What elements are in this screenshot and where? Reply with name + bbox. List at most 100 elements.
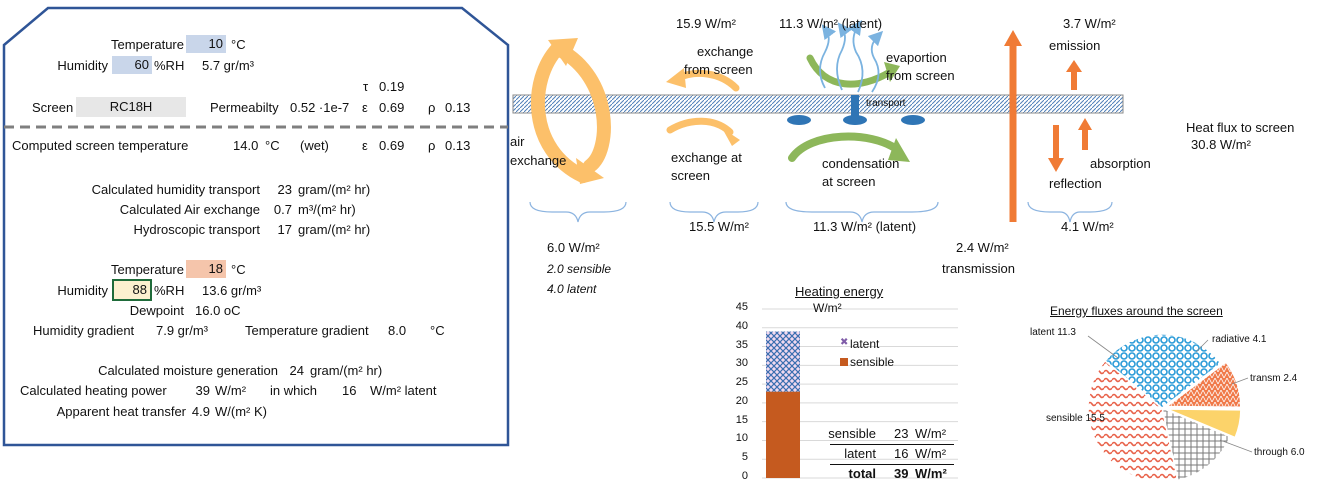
- evaporation-l1: evaportion: [886, 50, 947, 65]
- condensation-l2: at screen: [822, 174, 876, 189]
- exchange-bottom: 15.5 W/m²: [689, 219, 749, 234]
- inside-temp-unit: °C: [231, 262, 246, 277]
- air-latent: 4.0 latent: [547, 282, 597, 296]
- moist-unit: gram/(m² hr): [310, 363, 383, 378]
- emission-value: 3.7 W/m²: [1063, 16, 1116, 31]
- inside-abs-hum: 13.6 gr/m³: [202, 283, 262, 298]
- droplet: [787, 115, 811, 125]
- left-panel-border: [2, 6, 510, 447]
- apparent-unit: W/(m² K): [215, 404, 267, 419]
- transmission-label: transmission: [942, 261, 1015, 276]
- screen-bar: [512, 94, 1124, 114]
- air-sensible: 2.0 sensible: [547, 262, 612, 276]
- transport-value: 23: [277, 182, 292, 197]
- summary-total-label: total: [848, 466, 876, 481]
- droplet: [843, 115, 867, 125]
- bar-segment-sensible: [766, 391, 800, 478]
- computed-wet: (wet): [300, 138, 329, 153]
- inside-temp-value[interactable]: 18: [186, 260, 226, 278]
- rho-label: ρ: [428, 100, 436, 115]
- summary-underline: [830, 464, 954, 465]
- air-exchange-label: Calculated Air exchange: [119, 202, 260, 217]
- latent-value: 16: [342, 383, 357, 398]
- outside-hum-value[interactable]: 60: [112, 56, 152, 74]
- moist-label: Calculated moisture generation: [98, 363, 278, 378]
- outside-temp-label: Temperature: [111, 37, 184, 52]
- y-tick-label: 10: [735, 432, 748, 445]
- computed-rho-value: 0.13: [445, 138, 471, 153]
- perm-label: Permeabilty: [210, 100, 279, 115]
- evaporation-arrow: [806, 54, 894, 88]
- vapor-arrow: [836, 22, 853, 91]
- air-exchange-value: 0.7: [273, 202, 292, 217]
- computed-rho-label: ρ: [428, 138, 436, 153]
- inside-hum-unit: %RH: [154, 283, 185, 298]
- dewpoint-value: 16.0 oC: [195, 303, 241, 318]
- apparent-value: 4.9: [191, 404, 210, 419]
- outside-abs-hum: 5.7 gr/m³: [202, 58, 255, 73]
- pie-leader-line: [1231, 377, 1249, 385]
- transport-unit: gram/(m² hr): [298, 182, 371, 197]
- computed-temp-unit: °C: [265, 138, 280, 153]
- tgrad-label: Temperature gradient: [245, 323, 369, 338]
- eps-value: 0.69: [379, 100, 405, 115]
- pie-label-through: through 6.0: [1254, 447, 1305, 458]
- vapor-arrow: [819, 24, 837, 89]
- inside-hum-value[interactable]: 88: [112, 279, 152, 301]
- brace: [669, 201, 759, 223]
- pie-label-latent: latent 11.3: [1030, 327, 1076, 338]
- pie-label-radiative: radiative 4.1: [1212, 334, 1267, 345]
- hgrad-label: Humidity gradient: [33, 323, 135, 338]
- rho-value: 0.13: [445, 100, 471, 115]
- y-tick-label: 40: [735, 319, 748, 332]
- y-tick-label: 35: [735, 338, 748, 351]
- brace: [785, 201, 939, 223]
- summary-total-value: 39: [894, 466, 909, 481]
- legend-latent-label: latent: [850, 337, 880, 351]
- transport-label: Calculated humidity transport: [91, 182, 260, 197]
- summary-latent-unit: W/m²: [915, 446, 947, 461]
- transport-label: transport: [866, 98, 906, 109]
- bar-chart-ylabel: W/m²: [813, 301, 842, 315]
- y-tick-label: 30: [735, 357, 748, 370]
- summary-sensible-label: sensible: [828, 426, 876, 441]
- air-exchange-arrow: [530, 41, 590, 183]
- hydroscopic-label: Hydroscopic transport: [133, 222, 260, 237]
- screen-value[interactable]: RC18H: [76, 97, 186, 117]
- tau-value: 0.19: [379, 79, 405, 94]
- heat-flux-value: 30.8 W/m²: [1191, 137, 1251, 152]
- dewpoint-label: Dewpoint: [129, 303, 184, 318]
- outside-temp-value[interactable]: 10: [186, 35, 226, 53]
- absorption-label: absorption: [1090, 156, 1151, 171]
- y-tick-label: 25: [735, 376, 748, 389]
- legend-sensible-swatch: [840, 358, 848, 366]
- brace: [1027, 201, 1113, 223]
- reflection-label: reflection: [1049, 176, 1102, 191]
- latent-unit: W/m² latent: [370, 383, 437, 398]
- eps-label: ε: [362, 100, 368, 115]
- inside-temp-label: Temperature: [111, 262, 184, 277]
- latent-top: 11.3 W/m² (latent): [779, 16, 883, 31]
- legend-latent-swatch: ✖: [840, 337, 849, 348]
- y-tick-label: 45: [735, 301, 748, 313]
- exchange-at-screen-l1: exchange at: [671, 150, 742, 165]
- hydroscopic-unit: gram/(m² hr): [298, 222, 371, 237]
- outside-temp-unit: °C: [231, 37, 246, 52]
- pie-leader-line: [1195, 339, 1209, 353]
- latent-bottom: 11.3 W/m² (latent): [813, 219, 917, 234]
- pie-slice: [1103, 333, 1223, 409]
- pie-label-sensible: sensible 15.5: [1046, 413, 1105, 424]
- y-tick-label: 20: [735, 394, 748, 407]
- pie-slice: [1164, 360, 1242, 409]
- brace: [529, 201, 627, 223]
- air-exchange-l2: exchange: [510, 153, 567, 168]
- pie-leader-line: [1219, 439, 1253, 453]
- moist-value: 24: [289, 363, 304, 378]
- pie-slice: [1160, 406, 1232, 482]
- perm-value: 0.52 ·1e-7: [290, 100, 350, 115]
- pie-leader-line: [1087, 335, 1119, 359]
- air-exchange-arrow: [553, 43, 611, 173]
- computed-eps-label: ε: [362, 138, 368, 153]
- y-tick-label: 5: [741, 451, 748, 464]
